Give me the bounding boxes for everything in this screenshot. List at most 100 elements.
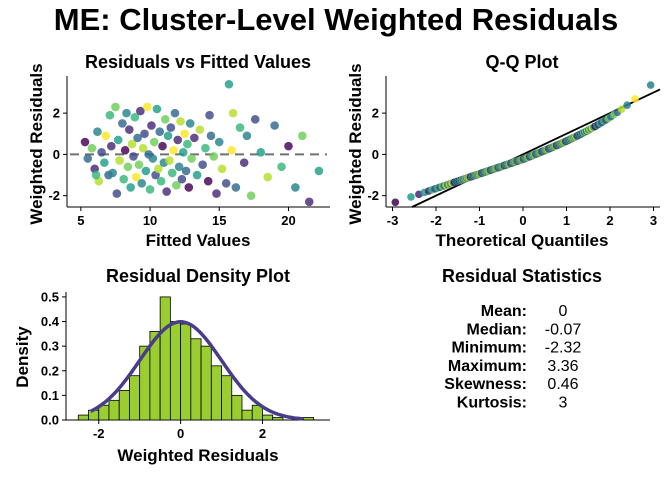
resid-vs-fitted-point [147, 121, 156, 130]
resid-vs-fitted-x-tick-label: 5 [77, 213, 84, 228]
stat-value: 3.36 [547, 358, 578, 375]
resid-vs-fitted-point [97, 148, 106, 157]
stats-panel: Residual Statistics Mean: 0 Median: -0.07 Mi… [442, 266, 602, 412]
resid-vs-fitted-y-tick-label: 2 [53, 106, 60, 121]
resid-vs-fitted-point [239, 158, 249, 167]
resid-vs-fitted-point [314, 166, 324, 176]
resid-vs-fitted-point [298, 131, 307, 141]
qq-x-tick-label: -3 [387, 213, 399, 228]
resid-vs-fitted-point [91, 170, 101, 180]
qq-x-tick-label: -1 [474, 213, 486, 228]
residual-density-bar [190, 338, 202, 421]
resid-vs-fitted-point [83, 154, 93, 163]
residual-density-bar [231, 394, 243, 421]
stat-value: 0.46 [547, 376, 578, 393]
resid-vs-fitted-point [137, 178, 147, 188]
resid-vs-fitted-point [172, 181, 181, 190]
residual-density-bar [210, 365, 222, 421]
stat-label: Median: [467, 321, 527, 338]
resid-vs-fitted-point [160, 115, 170, 124]
resid-vs-fitted-point [270, 121, 279, 130]
resid-vs-fitted-point [129, 152, 138, 161]
resid-vs-fitted-point [100, 158, 109, 167]
resid-vs-fitted-point [291, 183, 300, 192]
resid-vs-fitted-point [256, 148, 266, 157]
qq-point [391, 198, 400, 207]
stats-title: Residual Statistics [442, 266, 602, 286]
qq-x-tick-label: 0 [519, 213, 526, 228]
residual-density-bar [272, 417, 284, 421]
resid-vs-fitted-point [212, 189, 221, 198]
residual-density-ylabel: Density [13, 326, 32, 388]
resid-vs-fitted-point [190, 133, 199, 143]
resid-vs-fitted-point [122, 108, 131, 118]
resid-vs-fitted-point [158, 141, 167, 151]
resid-vs-fitted-point [198, 160, 207, 170]
residual-density-y-tick-label: 0.1 [41, 388, 59, 403]
resid-vs-fitted-point [156, 176, 166, 186]
resid-vs-fitted-title: Residuals vs Fitted Values [85, 52, 311, 72]
residual-density-bar [180, 323, 192, 421]
resid-vs-fitted-point [124, 125, 134, 134]
stat-value: -2.32 [545, 340, 582, 357]
resid-vs-fitted-point [136, 106, 145, 116]
residual-density-xlabel: Weighted Residuals [117, 446, 278, 465]
resid-vs-fitted-point [119, 174, 129, 184]
resid-vs-fitted-point [246, 191, 256, 200]
resid-vs-fitted-point [176, 117, 185, 126]
resid-vs-fitted-point [155, 127, 165, 137]
resid-vs-fitted-point [133, 133, 142, 143]
resid-vs-fitted-point [126, 183, 135, 192]
resid-vs-fitted-point [192, 170, 202, 180]
resid-vs-fitted-x-tick-label: 20 [281, 213, 295, 228]
residual-density-y-tick-label: 0.0 [41, 413, 59, 428]
qq-point [617, 105, 626, 114]
resid-vs-fitted-point [165, 156, 174, 165]
resid-vs-fitted-point [195, 125, 205, 134]
stat-label: Minimum: [451, 340, 527, 357]
residual-density-bar [241, 409, 253, 421]
qq-x-tick-label: 1 [563, 213, 570, 228]
resid-vs-fitted-point [235, 123, 245, 132]
resid-vs-fitted-point [108, 168, 117, 178]
resid-vs-fitted-point [228, 108, 238, 118]
qq-point [646, 81, 655, 89]
resid-vs-fitted-xlabel: Fitted Values [146, 231, 251, 250]
residual-density-bar [169, 321, 182, 421]
stat-label: Mean: [481, 303, 527, 320]
resid-vs-fitted-point [173, 135, 183, 145]
residual-density-curve [89, 320, 304, 421]
resid-vs-fitted-point [263, 172, 273, 182]
resid-vs-fitted-point [206, 131, 216, 141]
resid-vs-fitted-point [141, 166, 151, 176]
resid-vs-fitted-point [183, 139, 192, 149]
resid-vs-fitted-point [221, 178, 231, 188]
resid-vs-fitted-point [80, 137, 90, 147]
resid-vs-fitted-x-tick-label: 10 [143, 213, 157, 228]
resid-vs-fitted-point [152, 104, 162, 114]
qq-y-tick-label: 0 [372, 147, 379, 162]
resid-vs-fitted-point [101, 131, 111, 141]
resid-vs-fitted-point [138, 143, 148, 153]
resid-vs-fitted-point [134, 160, 144, 170]
resid-vs-fitted-point [224, 79, 234, 89]
stat-label: Maximum: [448, 358, 527, 375]
resid-vs-fitted-point [203, 176, 213, 186]
qq-point [407, 193, 415, 201]
residual-density-title: Residual Density Plot [106, 266, 290, 286]
resid-vs-fitted-point [162, 187, 171, 196]
resid-vs-fitted-point [170, 108, 180, 118]
resid-vs-fitted-point [169, 145, 178, 155]
resid-vs-fitted-point [111, 102, 120, 112]
residual-density-y-tick-label: 0.5 [41, 289, 59, 304]
residual-density-x-tick-label: 2 [259, 426, 266, 441]
resid-vs-fitted-ylabel: Weighted Residuals [27, 63, 46, 224]
qq-x-tick-label: -2 [430, 213, 442, 228]
residual-density-bar [108, 399, 120, 421]
qq-y-tick-label: 2 [372, 106, 379, 121]
resid-vs-fitted-point [166, 123, 176, 132]
resid-vs-fitted-point [231, 183, 241, 192]
qq-point [631, 95, 639, 103]
qq-point [623, 101, 631, 109]
